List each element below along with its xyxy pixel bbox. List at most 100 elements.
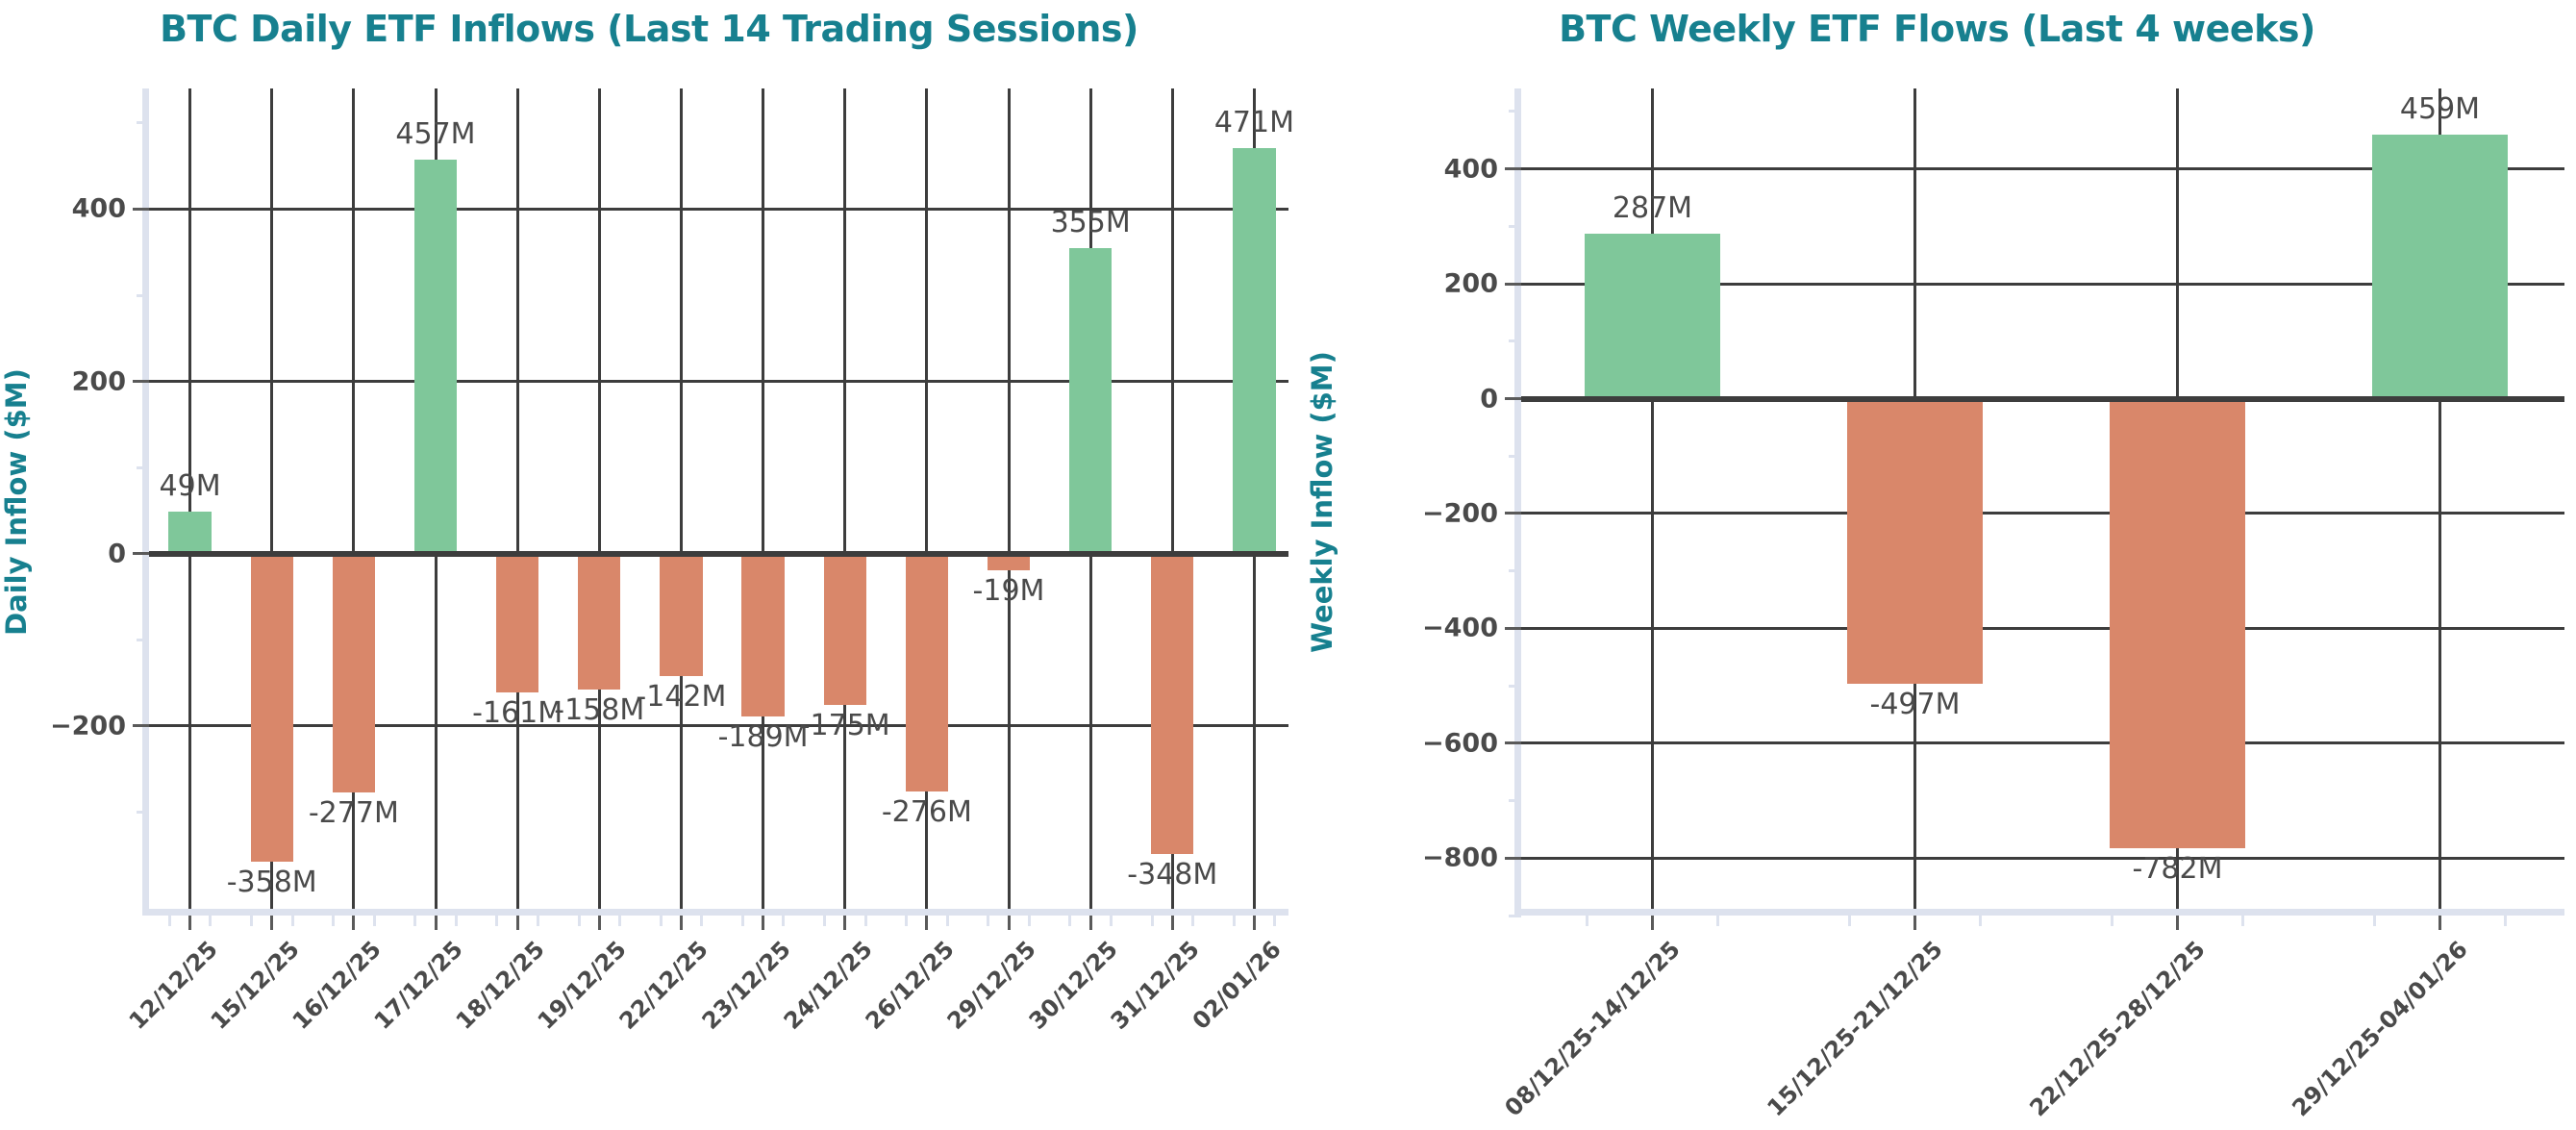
bar[interactable] [660,553,703,676]
y-axis-minor-tick [1509,454,1521,458]
bar[interactable] [578,553,621,691]
x-axis-tick [352,916,356,930]
bar[interactable] [1233,147,1276,554]
bar-value-label: -277M [308,795,399,830]
x-axis-tick [1170,916,1174,930]
x-axis-minor-tick [2110,916,2113,926]
bar[interactable] [168,511,212,554]
x-axis-minor-tick [2504,916,2508,926]
x-axis-tick-label: 16/12/25 [287,936,387,1036]
zero-baseline [149,550,1288,557]
x-axis-tick [679,916,683,930]
bar-value-label: -158M [554,693,645,728]
y-axis-minor-tick [1509,799,1521,803]
bar-value-label: -175M [799,708,890,742]
y-axis-tick-label: −200 [50,711,126,741]
x-axis-tick-label: 22/12/25 [614,936,714,1036]
bar[interactable] [496,553,539,692]
bar[interactable] [332,553,375,792]
bar[interactable] [2109,398,2246,848]
bar-value-label: -358M [226,866,317,900]
bar-value-label: -497M [1869,688,1961,722]
x-axis-tick-label: 26/12/25 [860,936,960,1036]
bar-value-label: 471M [1213,105,1294,139]
bar[interactable] [2371,135,2509,399]
y-axis-label-weekly: Weekly Inflow ($M) [1306,351,1338,653]
x-axis-tick [1913,916,1916,930]
gridline-vertical [270,88,274,909]
y-axis-minor-tick [1509,569,1521,573]
x-axis-tick [843,916,847,930]
bar[interactable] [905,553,948,791]
x-axis-tick [925,916,929,930]
y-axis-tick-label: 0 [1480,384,1498,414]
x-axis-minor-tick [577,916,581,926]
x-axis-tick-label: 17/12/25 [368,936,468,1036]
gridline-vertical [1170,88,1174,909]
plot-area-weekly: 287M -497M -782M 459M −800 −600 −400 −200 0 200 4… [1422,88,2564,1121]
x-axis-tick [270,916,274,930]
x-axis-minor-tick [332,916,336,926]
y-axis-minor-tick [1509,914,1521,917]
y-axis-tick-label: 400 [1443,154,1498,185]
bar-value-label: -19M [972,573,1045,608]
x-axis-minor-tick [782,916,786,926]
page-title-weekly: BTC Weekly ETF Flows (Last 4 weeks) [1559,8,2315,50]
gridline-vertical [188,88,192,909]
y-axis-tick [1505,512,1521,515]
gridline-horizontal [149,380,1288,384]
bar-value-label: -161M [472,695,563,730]
bar[interactable] [1151,553,1194,854]
gridline-horizontal [1521,741,2564,745]
x-axis-tick [2438,916,2441,930]
bar-value-label: 459M [2399,92,2481,127]
y-axis-label-daily: Daily Inflow ($M) [0,368,33,636]
x-axis-minor-tick [290,916,294,926]
bar[interactable] [741,553,785,717]
bar[interactable] [1584,234,1721,399]
x-axis-minor-tick [905,916,909,926]
gridline-horizontal [1521,282,2564,286]
bar-value-label: -782M [2132,851,2223,886]
y-axis-tick-label: 0 [108,539,126,569]
y-axis-tick [133,552,149,556]
x-axis-minor-tick [454,916,458,926]
y-axis-tick-label: 400 [71,193,126,224]
x-axis-tick-label: 29/12/25 [941,936,1041,1036]
gridline-horizontal [1521,512,2564,515]
y-axis-minor-tick [137,465,149,469]
zero-baseline [1521,395,2564,402]
x-axis-tick-label: 23/12/25 [696,936,796,1036]
x-axis-minor-tick [1979,916,1983,926]
x-axis-minor-tick [372,916,376,926]
x-axis-tick-label: 18/12/25 [450,936,550,1036]
x-axis-tick [1007,916,1011,930]
x-axis-minor-tick [822,916,826,926]
bar[interactable] [823,553,866,705]
y-axis-minor-tick [137,811,149,814]
x-axis-minor-tick [413,916,417,926]
y-axis-tick [1505,397,1521,400]
x-axis-tick [1651,916,1654,930]
y-axis-tick-label: −600 [1422,728,1498,759]
x-axis-minor-tick [1847,916,1851,926]
y-axis-tick-label: −200 [1422,498,1498,529]
bar[interactable] [413,160,458,554]
x-axis-tick-label: 15/12/25-21/12/25 [1761,936,1948,1122]
gridline-horizontal [149,207,1288,211]
x-axis-minor-tick [209,916,213,926]
y-axis-tick [133,207,149,211]
y-axis-minor-tick [137,121,149,125]
x-axis-tick-label: 24/12/25 [778,936,878,1036]
bar-value-label: -189M [717,720,809,755]
bar[interactable] [1846,398,1984,685]
bar[interactable] [250,553,293,863]
bar[interactable] [987,553,1031,570]
x-axis-tick-label: 15/12/25 [205,936,305,1036]
y-axis-tick-label: 200 [1443,268,1498,299]
plot-inner-weekly: 287M -497M -782M 459M [1521,88,2564,909]
bar[interactable] [1069,247,1113,554]
x-axis-minor-tick [495,916,499,926]
x-axis-minor-tick [700,916,704,926]
